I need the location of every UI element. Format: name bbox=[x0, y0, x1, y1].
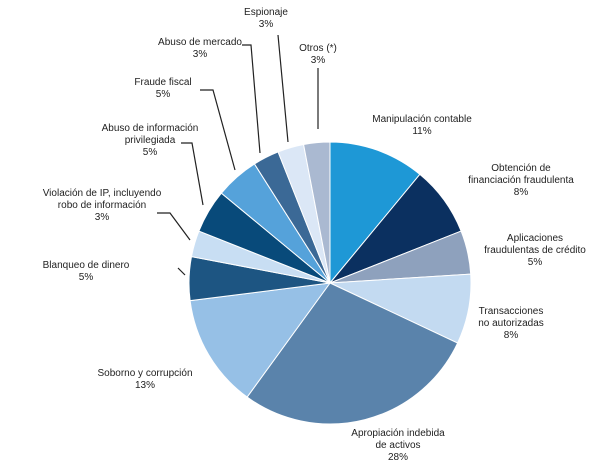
slice-percent: 8% bbox=[513, 187, 529, 198]
slice-percent: 3% bbox=[258, 19, 274, 30]
leader-line-abuso-mercado bbox=[242, 44, 261, 154]
slice-percent: 5% bbox=[527, 257, 543, 268]
pie-slice-4 bbox=[246, 282, 459, 425]
slice-label-0: Manipulación contable 11% bbox=[372, 114, 472, 138]
slice-label-text: privilegiada bbox=[124, 135, 176, 146]
slice-label-11: Espionaje 3% bbox=[244, 7, 288, 31]
slice-label-text: Blanqueo de dinero bbox=[42, 260, 130, 271]
slice-label-text: robo de información bbox=[57, 200, 147, 211]
slice-label-4: Apropiación indebida de activos 28% bbox=[351, 428, 444, 464]
slice-percent: 5% bbox=[155, 89, 171, 100]
slice-label-9: Fraude fiscal 5% bbox=[134, 77, 191, 101]
slice-label-text: Soborno y corrupción bbox=[97, 368, 193, 379]
leader-line-fraude-fiscal bbox=[200, 89, 236, 171]
leader-line-espionaje bbox=[277, 34, 289, 143]
slice-label-text: no autorizadas bbox=[478, 318, 544, 329]
slice-percent: 8% bbox=[503, 330, 519, 341]
slice-label-text: de activos bbox=[375, 440, 421, 451]
slice-percent: 3% bbox=[310, 55, 326, 66]
slice-label-text: Apropiación indebida bbox=[351, 428, 445, 439]
slice-label-text: Violación de IP, incluyendo bbox=[42, 188, 162, 199]
slice-label-5: Soborno y corrupción 13% bbox=[97, 368, 192, 392]
slice-label-1: Obtención de financiación fraudulenta 8% bbox=[468, 163, 574, 199]
slice-label-8: Abuso de información privilegiada 5% bbox=[102, 123, 199, 159]
leader-line-abuso-informacion bbox=[181, 142, 204, 206]
slice-percent: 11% bbox=[412, 126, 432, 137]
slice-label-text: Fraude fiscal bbox=[134, 77, 192, 88]
slice-label-text: fraudulentas de crédito bbox=[484, 245, 586, 256]
slice-label-3: Transacciones no autorizadas 8% bbox=[478, 306, 544, 342]
pie-slice-5 bbox=[189, 282, 332, 398]
slice-label-text: Manipulación contable bbox=[372, 114, 472, 125]
slice-label-text: Transacciones bbox=[478, 306, 544, 317]
pie-slice-12 bbox=[302, 141, 331, 284]
slice-percent: 5% bbox=[78, 272, 94, 283]
leader-line-violacion-ip bbox=[157, 212, 191, 241]
slice-percent: 3% bbox=[94, 212, 110, 223]
slice-label-text: Obtención de bbox=[491, 163, 551, 174]
slice-label-6: Blanqueo de dinero 5% bbox=[43, 260, 130, 284]
slice-label-2: Aplicaciones fraudulentas de crédito 5% bbox=[484, 233, 586, 269]
slice-label-text: Otros (*) bbox=[299, 43, 337, 54]
slice-label-12: Otros (*) 3% bbox=[299, 43, 337, 67]
slice-label-text: Espionaje bbox=[244, 7, 288, 18]
slice-label-text: Abuso de mercado bbox=[158, 37, 242, 48]
slice-label-10: Abuso de mercado 3% bbox=[158, 37, 242, 61]
leader-line-blanqueo bbox=[177, 267, 186, 276]
slice-percent: 5% bbox=[142, 147, 158, 158]
slice-label-7: Violación de IP, incluyendo robo de infor… bbox=[43, 188, 162, 224]
slice-label-text: financiación fraudulenta bbox=[468, 175, 574, 186]
slice-label-text: Aplicaciones bbox=[506, 233, 564, 244]
slice-percent: 3% bbox=[192, 49, 208, 60]
slice-percent: 13% bbox=[134, 380, 155, 391]
slice-percent: 28% bbox=[387, 452, 408, 463]
slice-label-text: Abuso de información bbox=[101, 123, 199, 134]
pie-slice-0 bbox=[329, 141, 421, 285]
leader-lines bbox=[157, 34, 319, 276]
